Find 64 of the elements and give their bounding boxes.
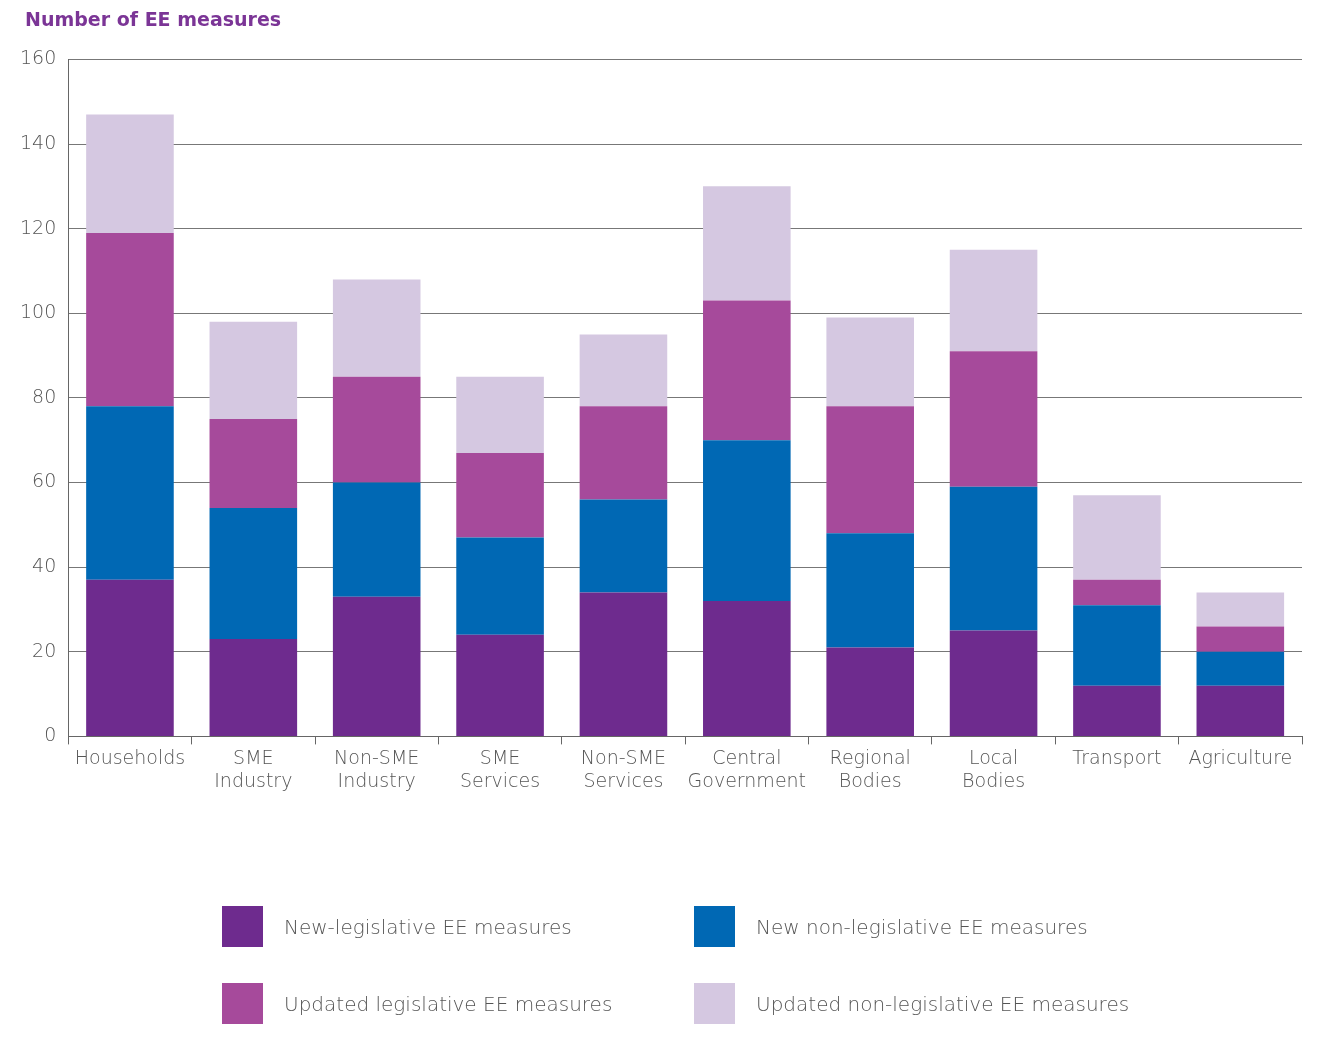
legend-label: New non-legislative EE measures: [756, 914, 1088, 939]
bar: [826, 647, 914, 736]
bar: [949, 630, 1038, 736]
x-tick-label: Households: [74, 745, 186, 768]
bar: [579, 592, 668, 736]
bar: [209, 639, 298, 736]
bar: [579, 334, 668, 407]
bar: [1073, 605, 1161, 686]
y-tick-label: 160: [20, 46, 57, 69]
y-tick-label: 80: [32, 384, 57, 407]
bar: [456, 634, 544, 736]
bar: [1196, 626, 1285, 652]
bar: [826, 533, 914, 648]
bar: [949, 249, 1038, 352]
x-tick-label: Non-SME Services: [580, 745, 667, 791]
y-tick-label: 20: [32, 638, 57, 661]
bar: [1073, 685, 1161, 736]
bar: [949, 351, 1038, 487]
bar: [1196, 685, 1285, 736]
bar: [456, 452, 544, 538]
legend-label: New-legislative EE measures: [284, 914, 572, 939]
bar: [579, 406, 668, 500]
bar: [1196, 592, 1285, 627]
y-tick-label: 140: [20, 130, 57, 153]
bar: [703, 601, 791, 736]
x-tick-label: SME Industry: [214, 745, 293, 791]
bar: [86, 406, 174, 580]
bar: [332, 596, 421, 736]
bar: [826, 317, 914, 407]
bar: [703, 440, 791, 601]
bar: [456, 537, 544, 635]
bar: [86, 579, 174, 736]
y-tick-label: 60: [32, 469, 57, 492]
y-tick-label: 100: [20, 300, 57, 323]
bar: [209, 321, 298, 420]
bar: [703, 300, 791, 441]
bar: [209, 419, 298, 508]
bar: [456, 376, 544, 453]
y-axis-title: Number of EE measures: [25, 8, 283, 32]
bar: [703, 186, 791, 301]
bar: [579, 499, 668, 593]
y-tick-label: 40: [32, 554, 57, 577]
legend-label: Updated non-legislative EE measures: [756, 991, 1130, 1016]
bar: [1196, 651, 1285, 686]
bar: [332, 279, 421, 377]
x-tick-label: Central Government: [687, 745, 807, 791]
bar: [1073, 579, 1161, 606]
y-tick-label: 120: [20, 215, 57, 238]
x-tick-label: Local Bodies: [962, 745, 1026, 791]
bar: [86, 232, 174, 407]
x-tick-label: Transport: [1072, 745, 1162, 768]
y-tick-label: 0: [44, 723, 57, 746]
bar: [332, 482, 421, 597]
bar: [826, 406, 914, 534]
bar: [1073, 495, 1161, 580]
bar: [86, 114, 174, 233]
legend-label: Updated legislative EE measures: [284, 991, 613, 1016]
x-tick-label: Regional Bodies: [829, 745, 911, 791]
bar: [332, 376, 421, 483]
x-tick-label: Agriculture: [1188, 745, 1293, 768]
x-tick-label: Non-SME Industry: [334, 745, 420, 791]
bar: [209, 507, 298, 640]
bar: [949, 486, 1038, 631]
x-tick-label: SME Services: [460, 745, 541, 791]
